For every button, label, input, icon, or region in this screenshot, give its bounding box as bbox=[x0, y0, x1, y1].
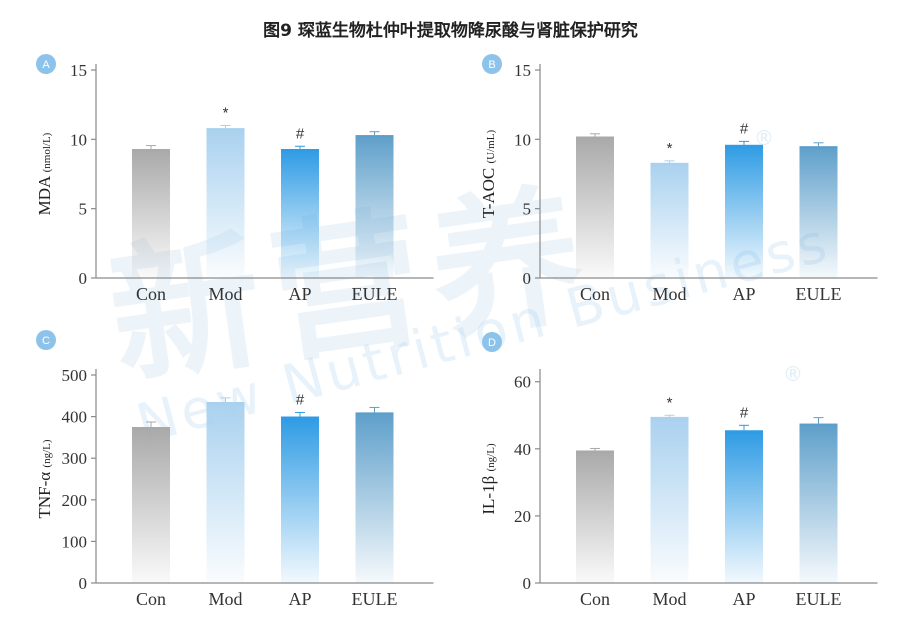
bar-top-edge bbox=[799, 423, 838, 427]
x-tick-label: EULE bbox=[352, 284, 398, 304]
y-tick-label: 0 bbox=[79, 269, 88, 288]
x-tick-label: Mod bbox=[652, 284, 686, 304]
x-tick-label: AP bbox=[732, 589, 755, 609]
x-tick-label: Con bbox=[580, 284, 610, 304]
x-tick-label: AP bbox=[732, 284, 755, 304]
x-tick-label: Con bbox=[136, 589, 166, 609]
bar-top-edge bbox=[355, 135, 394, 138]
y-tick-label: 5 bbox=[79, 200, 88, 219]
bar-top-edge bbox=[650, 416, 689, 420]
y-tick-label: 40 bbox=[514, 440, 531, 459]
panel-letter: B bbox=[488, 59, 495, 71]
bar-top-edge bbox=[576, 450, 614, 453]
bar-top-edge bbox=[799, 146, 838, 149]
bar-top-edge bbox=[650, 162, 689, 166]
bar-con bbox=[576, 450, 614, 583]
y-tick-label: 20 bbox=[514, 507, 531, 526]
bar-top-edge bbox=[576, 136, 614, 140]
x-tick-label: AP bbox=[288, 284, 311, 304]
bar-mod bbox=[650, 162, 689, 278]
bar-top-edge bbox=[355, 412, 394, 415]
panel-badge bbox=[36, 330, 56, 350]
panel-letter: D bbox=[488, 337, 496, 349]
bar-con bbox=[132, 427, 170, 583]
bar-con bbox=[132, 149, 170, 278]
bar-ap bbox=[281, 416, 319, 583]
y-tick-label: 0 bbox=[79, 574, 88, 593]
y-axis-label: IL-1β (ng/L) bbox=[479, 443, 498, 515]
bar-eule bbox=[355, 412, 394, 583]
x-tick-label: Con bbox=[580, 589, 610, 609]
significance-mark: * bbox=[667, 394, 673, 411]
y-axis-label: TNF-α (ng/L) bbox=[35, 439, 54, 518]
bar-ap bbox=[725, 430, 763, 583]
bar-top-edge bbox=[725, 144, 763, 148]
y-tick-label: 0 bbox=[523, 269, 532, 288]
panel-badge bbox=[36, 54, 56, 74]
bar-mod bbox=[650, 416, 689, 583]
bar-eule bbox=[799, 423, 838, 583]
panel-letter: A bbox=[42, 59, 50, 71]
y-tick-label: 300 bbox=[62, 449, 88, 468]
bar-mod bbox=[206, 128, 245, 278]
y-axis-label: T-AOC (U/mL) bbox=[479, 130, 498, 219]
x-tick-label: Mod bbox=[208, 589, 242, 609]
x-tick-label: AP bbox=[288, 589, 311, 609]
bar-ap bbox=[281, 149, 319, 278]
bar-eule bbox=[355, 135, 394, 278]
y-tick-label: 10 bbox=[70, 130, 87, 149]
x-tick-label: EULE bbox=[796, 284, 842, 304]
chart-panel-d: D 0 20 40 60 IL-1β (ng/L) Con * Mod # AP EULE bbox=[479, 332, 878, 609]
y-tick-label: 200 bbox=[62, 491, 88, 510]
x-tick-label: Con bbox=[136, 284, 166, 304]
x-tick-label: Mod bbox=[208, 284, 242, 304]
y-tick-label: 10 bbox=[514, 130, 531, 149]
significance-mark: * bbox=[223, 104, 229, 121]
bar-top-edge bbox=[132, 149, 170, 152]
bar-ap bbox=[725, 144, 763, 278]
significance-mark: # bbox=[296, 125, 305, 142]
y-axis-label: MDA (nmol/L) bbox=[35, 132, 54, 215]
bar-top-edge bbox=[206, 402, 245, 405]
bar-top-edge bbox=[725, 430, 763, 433]
bar-top-edge bbox=[281, 149, 319, 152]
y-tick-label: 500 bbox=[62, 366, 88, 385]
chart-panel-b: B 0 5 10 15 T-AOC (U/mL) Con * Mod # AP EULE bbox=[479, 54, 878, 304]
y-tick-label: 5 bbox=[523, 200, 532, 219]
panel-badge bbox=[482, 54, 502, 74]
bar-top-edge bbox=[132, 427, 170, 430]
significance-mark: * bbox=[667, 140, 673, 157]
x-tick-label: EULE bbox=[796, 589, 842, 609]
bar-top-edge bbox=[281, 416, 319, 420]
significance-mark: # bbox=[740, 404, 749, 421]
page-title: 图9 琛蓝生物杜仲叶提取物降尿酸与肾脏保护研究 bbox=[263, 21, 638, 41]
y-tick-label: 100 bbox=[62, 532, 88, 551]
y-tick-label: 0 bbox=[523, 574, 532, 593]
y-tick-label: 15 bbox=[70, 61, 87, 80]
bar-eule bbox=[799, 146, 838, 278]
significance-mark: # bbox=[740, 120, 749, 137]
y-tick-label: 60 bbox=[514, 373, 531, 392]
panel-badge bbox=[482, 332, 502, 352]
x-tick-label: Mod bbox=[652, 589, 686, 609]
y-tick-label: 15 bbox=[514, 61, 531, 80]
bar-con bbox=[576, 136, 614, 278]
x-tick-label: EULE bbox=[352, 589, 398, 609]
y-tick-label: 400 bbox=[62, 408, 88, 427]
bar-mod bbox=[206, 402, 245, 583]
chart-panel-a: A 0 5 10 15 MDA (nmol/L) Con * Mod # AP EULE bbox=[35, 54, 434, 304]
bar-top-edge bbox=[206, 128, 245, 131]
panel-letter: C bbox=[42, 335, 50, 347]
significance-mark: # bbox=[296, 391, 305, 408]
chart-panel-c: C 0 100 200 300 400 500 TNF-α (ng/L) Con Mod # AP EU… bbox=[35, 330, 434, 609]
